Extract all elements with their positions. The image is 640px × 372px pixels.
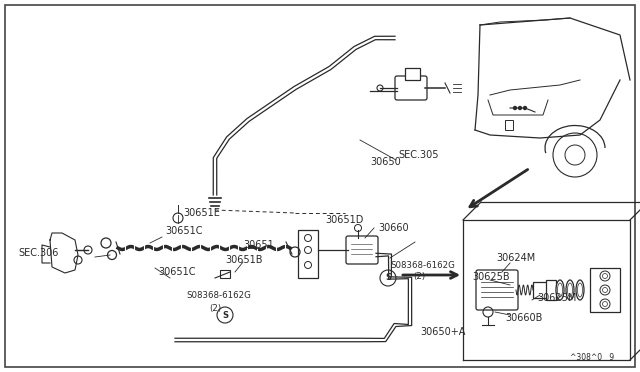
- Text: S: S: [385, 273, 391, 282]
- Text: S08368-6162G: S08368-6162G: [186, 292, 251, 301]
- Text: 30651E: 30651E: [183, 208, 220, 218]
- Text: SEC.305: SEC.305: [398, 150, 438, 160]
- FancyBboxPatch shape: [346, 236, 378, 264]
- Bar: [505, 120, 513, 130]
- Bar: [590, 268, 620, 312]
- Ellipse shape: [556, 280, 564, 300]
- Text: ^308^0   9: ^308^0 9: [570, 353, 614, 362]
- FancyBboxPatch shape: [395, 76, 427, 100]
- Text: 30650+A: 30650+A: [420, 327, 465, 337]
- Text: 30624M: 30624M: [496, 253, 535, 263]
- Bar: [220, 270, 230, 278]
- Text: 30625B: 30625B: [472, 272, 509, 282]
- Text: 30660B: 30660B: [505, 313, 542, 323]
- Bar: [546, 280, 556, 300]
- Bar: [405, 68, 420, 80]
- Ellipse shape: [557, 283, 563, 297]
- Ellipse shape: [577, 283, 582, 297]
- Text: (2): (2): [413, 273, 425, 282]
- Bar: [533, 282, 551, 298]
- Bar: [298, 230, 318, 278]
- FancyBboxPatch shape: [476, 270, 518, 310]
- Text: 30651C: 30651C: [158, 267, 195, 277]
- Text: 30651D: 30651D: [325, 215, 364, 225]
- Text: 30651B: 30651B: [225, 255, 262, 265]
- Text: S: S: [222, 311, 228, 320]
- Text: (2): (2): [209, 304, 221, 312]
- Text: 30651: 30651: [243, 240, 274, 250]
- Circle shape: [513, 106, 516, 109]
- Ellipse shape: [568, 283, 573, 297]
- Text: SEC.306: SEC.306: [18, 248, 58, 258]
- Ellipse shape: [576, 280, 584, 300]
- Circle shape: [518, 106, 522, 109]
- Text: 30650: 30650: [370, 157, 401, 167]
- Text: 30625M: 30625M: [537, 293, 577, 303]
- Text: 30651C: 30651C: [165, 226, 202, 236]
- Circle shape: [524, 106, 527, 109]
- Text: S08368-6162G: S08368-6162G: [390, 260, 455, 269]
- Ellipse shape: [566, 280, 574, 300]
- Text: 30660: 30660: [378, 223, 408, 233]
